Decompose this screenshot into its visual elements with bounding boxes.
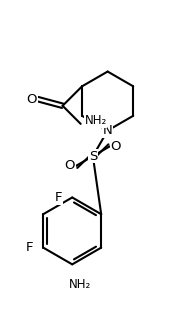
Text: N: N bbox=[103, 124, 113, 137]
Text: F: F bbox=[26, 241, 33, 254]
Text: O: O bbox=[27, 93, 37, 106]
Text: O: O bbox=[65, 159, 75, 173]
Text: S: S bbox=[89, 149, 97, 163]
Text: NH₂: NH₂ bbox=[69, 278, 91, 291]
Text: NH₂: NH₂ bbox=[85, 115, 107, 127]
Text: O: O bbox=[111, 140, 121, 153]
Text: F: F bbox=[55, 191, 62, 204]
